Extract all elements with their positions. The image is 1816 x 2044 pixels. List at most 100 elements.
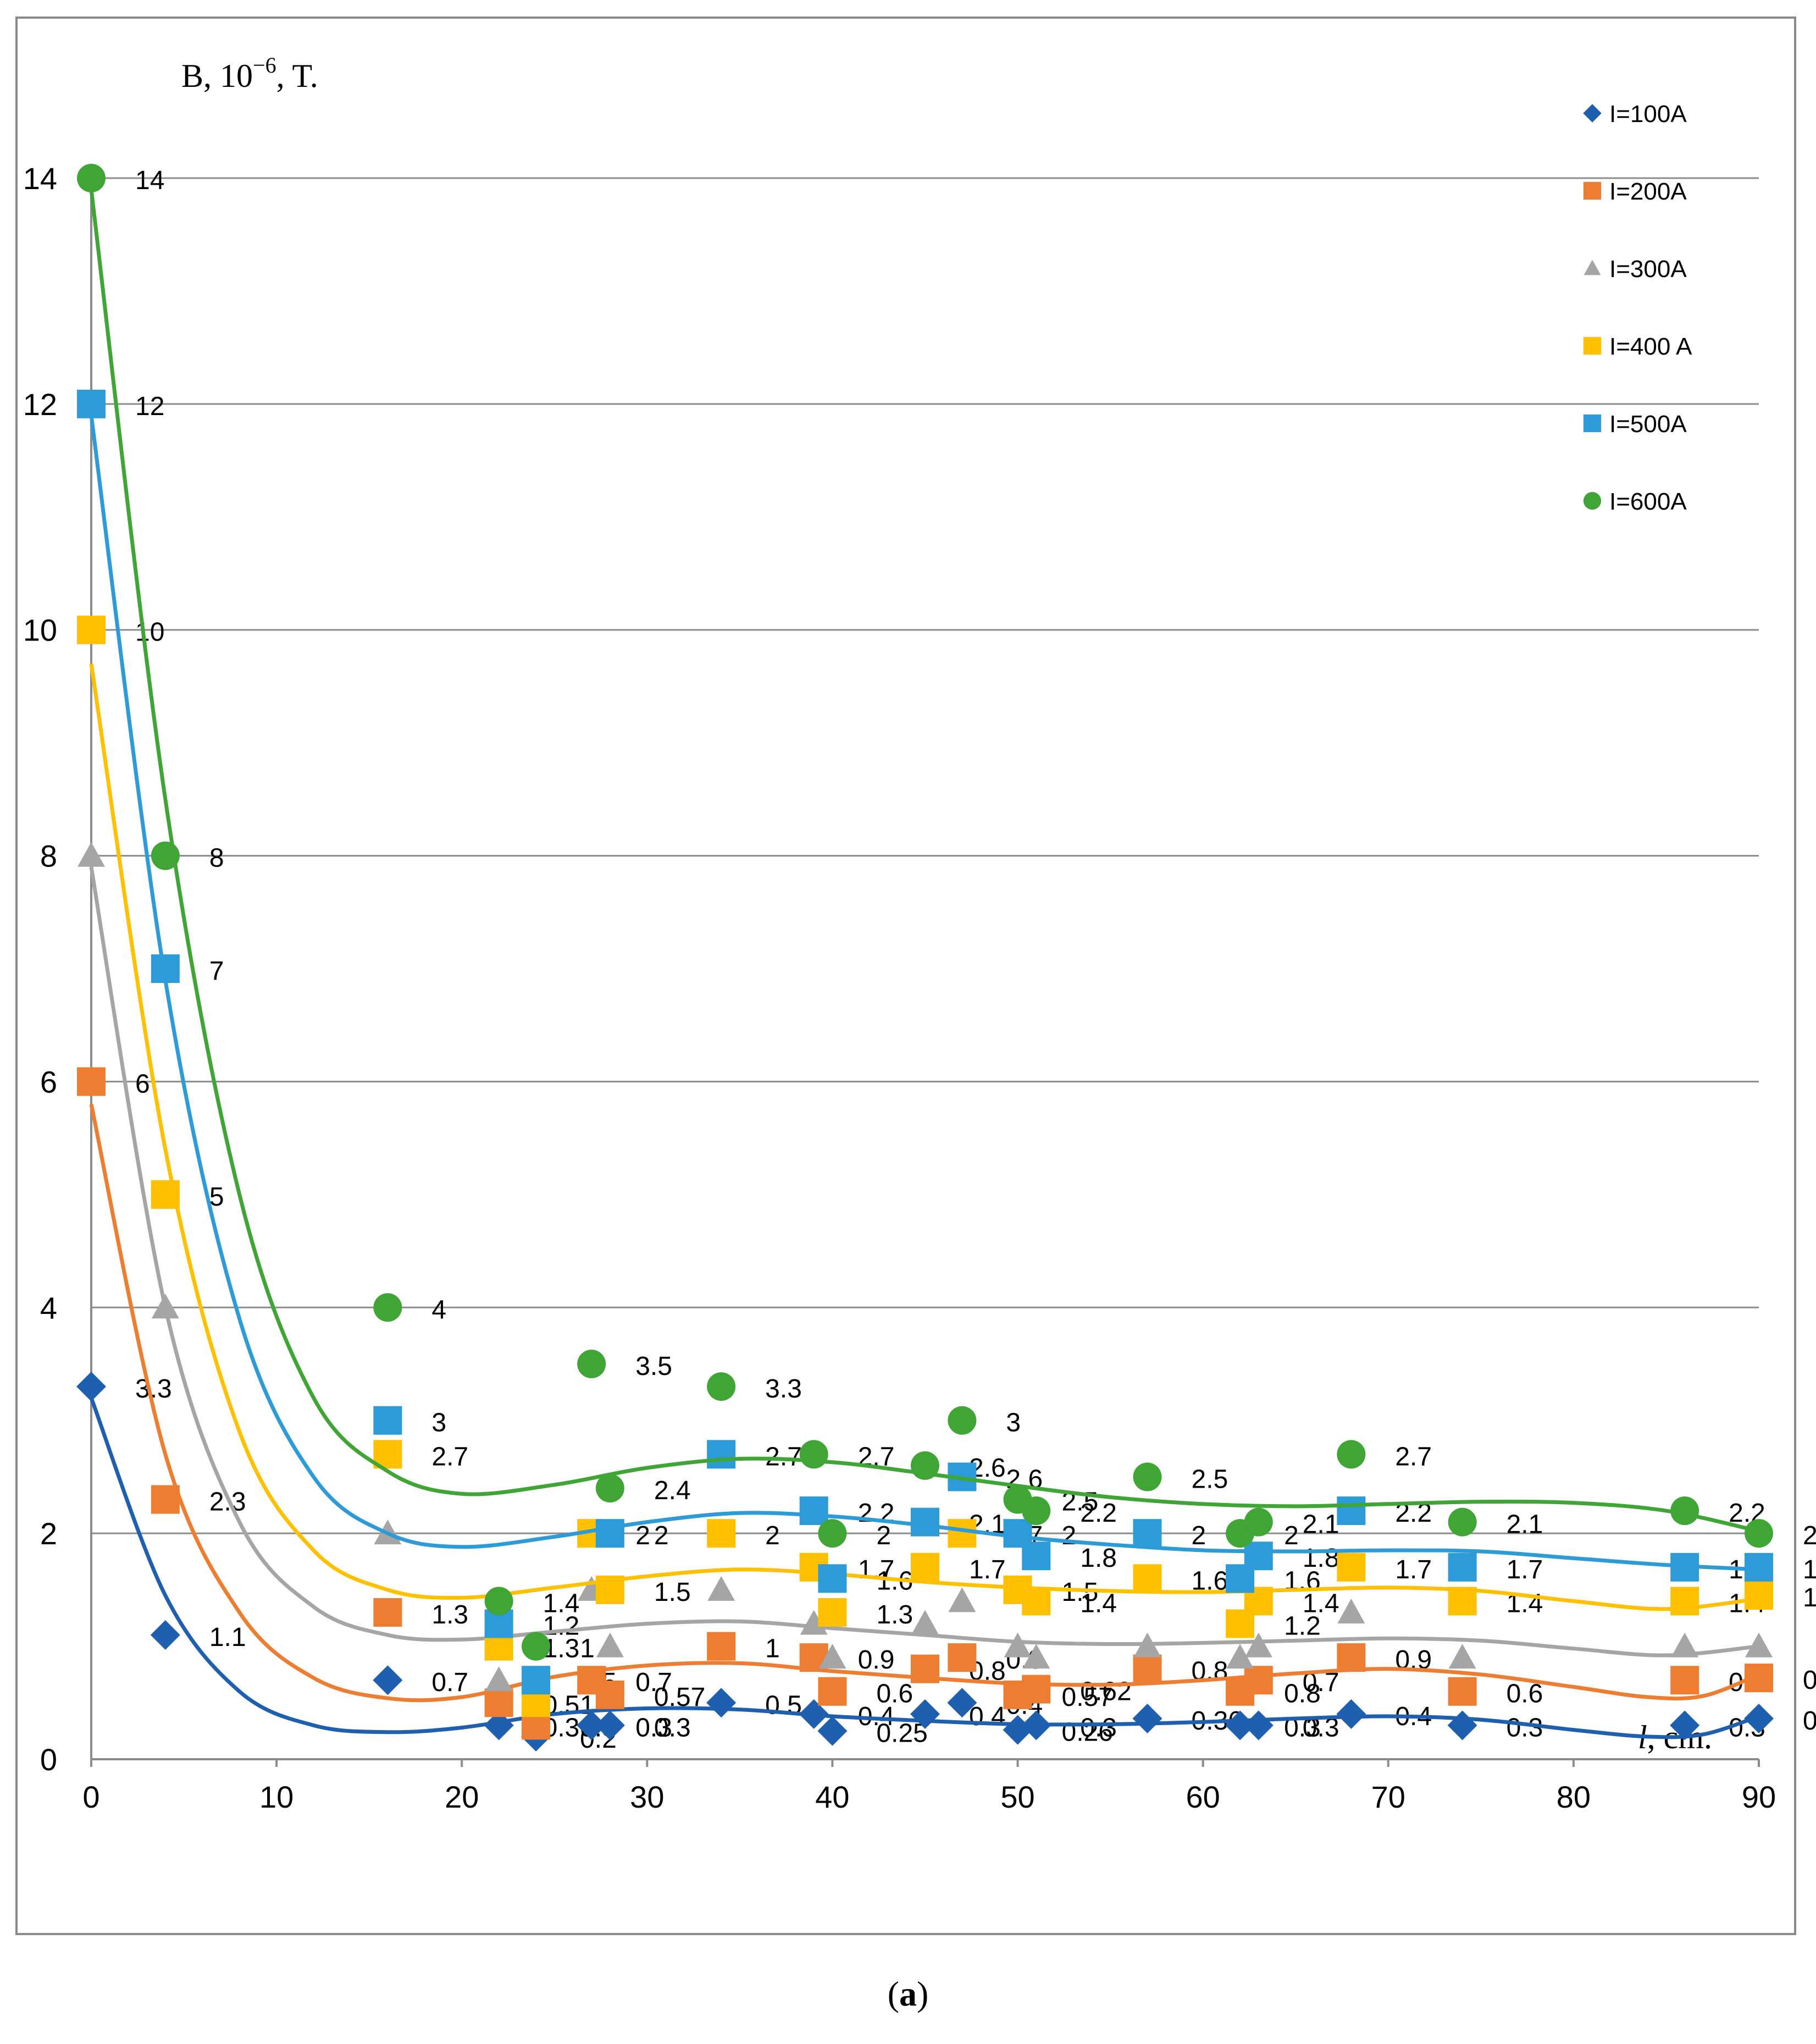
legend-marker [1583, 414, 1602, 433]
data-point [948, 1406, 977, 1435]
data-label: 1.1 [209, 1623, 246, 1652]
data-point [1745, 1664, 1773, 1693]
legend: I=100A I=200A I=300A I=400 A I=500A I=600A [1583, 101, 1692, 515]
data-point [1670, 1553, 1699, 1582]
legend-label: I=200A [1609, 178, 1687, 205]
data-point [1337, 1598, 1365, 1623]
data-label: 2.5 [1192, 1465, 1228, 1494]
data-point [1337, 1440, 1366, 1469]
data-point [1337, 1496, 1366, 1526]
data-label: 0.62 [1080, 1677, 1131, 1706]
x-tick-label: 20 [445, 1780, 479, 1814]
data-label: 3.3 [135, 1374, 172, 1404]
data-label: 0.3 [635, 1713, 672, 1742]
data-point [799, 1496, 828, 1526]
data-label: 0.3 [1080, 1713, 1117, 1742]
x-tick-label: 50 [1000, 1780, 1034, 1814]
data-label: 2.7 [431, 1442, 468, 1471]
data-point [1225, 1710, 1255, 1741]
data-point [818, 1519, 847, 1548]
data-point [151, 954, 180, 983]
data-point [373, 1598, 402, 1627]
data-point [151, 1485, 180, 1514]
data-point [707, 1519, 736, 1548]
data-point [817, 1716, 848, 1746]
data-label: 1.2 [1284, 1611, 1321, 1640]
y-tick-label: 10 [23, 613, 57, 648]
data-label: 0.72 [1803, 1666, 1816, 1695]
data-point [1337, 1643, 1366, 1672]
legend-marker [1583, 181, 1602, 200]
data-point [1744, 1704, 1774, 1734]
data-point [150, 1620, 180, 1650]
data-label: 0.4 [969, 1702, 1006, 1731]
data-point [151, 1180, 180, 1209]
data-label: 1 [580, 1634, 595, 1664]
legend-marker [1584, 259, 1601, 275]
x-tick-label: 90 [1742, 1780, 1776, 1814]
data-label: 0.57 [1062, 1683, 1113, 1712]
data-point [1022, 1587, 1051, 1616]
data-label: 4 [431, 1295, 446, 1324]
data-point [1447, 1710, 1477, 1741]
y-tick-label: 14 [23, 161, 57, 196]
data-point [1133, 1654, 1162, 1683]
data-point [151, 1294, 179, 1319]
data-label: 1.3 [876, 1600, 913, 1629]
data-label: 1.8 [1303, 1544, 1339, 1573]
data-point [595, 1575, 624, 1604]
data-point [1336, 1699, 1366, 1729]
data-label: 1.7 [1395, 1555, 1432, 1584]
data-point [151, 841, 180, 870]
data-label: 2 [1192, 1521, 1206, 1550]
data-label: 2 [1284, 1521, 1299, 1550]
data-point [1448, 1587, 1477, 1616]
data-point [911, 1507, 939, 1537]
data-point [1243, 1710, 1274, 1741]
data-point [707, 1576, 735, 1601]
data-label: 2 [635, 1521, 650, 1550]
data-point [484, 1710, 514, 1741]
y-tick-label: 12 [23, 387, 57, 422]
series-3 [77, 842, 1773, 1703]
data-label: 2 [1062, 1521, 1077, 1550]
data-point [1022, 1675, 1051, 1704]
data-label: 10 [135, 618, 164, 647]
data-point [911, 1451, 939, 1480]
data-point [818, 1677, 847, 1706]
data-point [1745, 1519, 1773, 1548]
data-point [373, 1665, 403, 1695]
series-6 [77, 164, 1773, 1661]
legend-marker [1583, 491, 1602, 510]
data-point [485, 1666, 513, 1692]
caption-letter: a [899, 1974, 917, 2013]
data-point [1670, 1496, 1699, 1526]
series-4 [77, 615, 1773, 1717]
data-point [1337, 1553, 1366, 1582]
data-point [77, 389, 106, 418]
legend-label: I=400 A [1609, 333, 1692, 360]
x-tick-label: 70 [1371, 1780, 1405, 1814]
data-label: 8 [209, 844, 224, 873]
y-tick-label: 8 [40, 839, 57, 874]
data-label: 2.1 [1303, 1510, 1339, 1539]
data-label: 0.3 [654, 1713, 691, 1742]
data-point [595, 1680, 624, 1709]
data-label: 6 [135, 1069, 150, 1098]
data-point [800, 1610, 828, 1635]
data-point [484, 1688, 513, 1717]
data-label: 2.2 [1080, 1499, 1117, 1528]
data-label: 2 [765, 1521, 780, 1550]
data-label: 0.6 [876, 1680, 913, 1709]
data-point [707, 1632, 736, 1661]
caption-open: ( [887, 1974, 899, 2013]
data-point [707, 1440, 736, 1469]
trendline [89, 1103, 1760, 1703]
data-point [1670, 1666, 1699, 1695]
data-point [484, 1587, 513, 1616]
data-label: 2 [1803, 1521, 1816, 1550]
series-5 [77, 389, 1773, 1695]
data-point [1021, 1710, 1051, 1741]
data-point [596, 1632, 624, 1658]
